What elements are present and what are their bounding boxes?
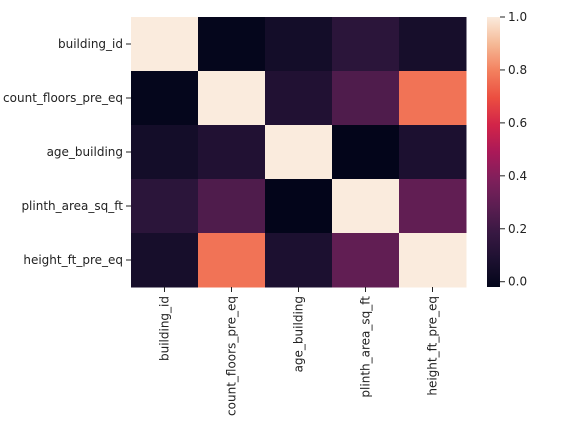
colorbar-tick-label: 0.0 (508, 275, 527, 289)
colorbar-tick-label: 0.8 (508, 63, 527, 77)
heatmap-cell (198, 17, 266, 72)
y-tick-labels: building_id count_floors_pre_eq age_buildi… (3, 37, 131, 267)
heatmap-cell (131, 233, 199, 288)
heatmap-cell (332, 179, 400, 234)
heatmap-cell (265, 71, 333, 126)
heatmap-cell (265, 17, 333, 72)
colorbar-tick-label: 0.2 (508, 222, 527, 236)
heatmap-cell (131, 71, 199, 126)
colorbar: 0.0 0.2 0.4 0.6 0.8 1.0 (487, 10, 527, 289)
heatmap-cell (198, 71, 266, 126)
heatmap-cell (332, 17, 400, 72)
heatmap-cell (399, 179, 467, 234)
y-tick-label: building_id (58, 37, 123, 51)
colorbar-gradient (487, 17, 500, 287)
heatmap-cell (399, 125, 467, 180)
heatmap-cell (265, 179, 333, 234)
heatmap-cell (332, 125, 400, 180)
heatmap-cell (198, 179, 266, 234)
x-tick-labels: building_id count_floors_pre_eq age_buildi… (158, 287, 440, 416)
heatmap-cells (131, 17, 467, 288)
x-tick-label: height_ft_pre_eq (426, 296, 440, 396)
heatmap-cell (332, 71, 400, 126)
y-tick-label: height_ft_pre_eq (23, 253, 123, 267)
heatmap-cell (198, 125, 266, 180)
colorbar-tick-label: 0.4 (508, 169, 527, 183)
heatmap-cell (131, 125, 199, 180)
heatmap-cell (131, 17, 199, 72)
heatmap-cell (332, 233, 400, 288)
heatmap-cell (265, 233, 333, 288)
colorbar-tick-label: 0.6 (508, 116, 527, 130)
heatmap-cell (399, 17, 467, 72)
y-tick-label: age_building (47, 145, 123, 159)
x-tick-label: building_id (158, 296, 172, 361)
heatmap-cell (399, 71, 467, 126)
y-tick-label: count_floors_pre_eq (3, 91, 123, 105)
x-tick-label: count_floors_pre_eq (225, 296, 239, 416)
colorbar-tick-label: 1.0 (508, 10, 527, 24)
heatmap-cell (399, 233, 467, 288)
y-tick-label: plinth_area_sq_ft (21, 199, 123, 213)
x-tick-label: age_building (292, 296, 306, 372)
heatmap-cell (265, 125, 333, 180)
heatmap-cell (131, 179, 199, 234)
heatmap-cell (198, 233, 266, 288)
x-tick-label: plinth_area_sq_ft (359, 296, 373, 398)
